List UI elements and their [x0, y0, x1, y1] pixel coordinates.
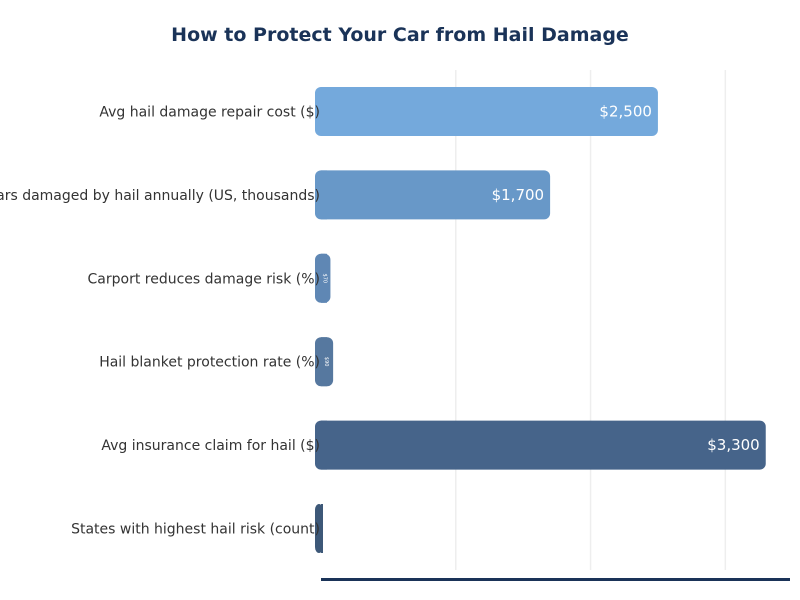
- data-label: $1,700: [492, 186, 545, 204]
- bar: [315, 170, 551, 220]
- category-label: Avg insurance claim for hail ($): [101, 438, 320, 454]
- category-label: States with highest hail risk (count): [71, 522, 320, 538]
- bar-base: [321, 504, 323, 553]
- bar-base: [321, 170, 327, 220]
- data-label: $2,500: [599, 103, 652, 121]
- bar-base: [321, 420, 327, 470]
- data-label: $3,300: [707, 436, 760, 454]
- bar-base: [321, 337, 327, 387]
- category-label: Avg hail damage repair cost ($): [99, 105, 320, 121]
- category-label: Carport reduces damage risk (%): [88, 271, 321, 287]
- bar-base: [321, 87, 327, 136]
- category-label: Cars damaged by hail annually (US, thous…: [0, 188, 320, 204]
- bar: [315, 420, 766, 470]
- bar-base: [321, 253, 327, 303]
- data-label: $90: [323, 357, 329, 367]
- data-label: $70: [322, 274, 328, 284]
- chart-title: How to Protect Your Car from Hail Damage: [171, 24, 629, 46]
- bar: [315, 87, 658, 136]
- category-label: Hail blanket protection rate (%): [99, 355, 320, 371]
